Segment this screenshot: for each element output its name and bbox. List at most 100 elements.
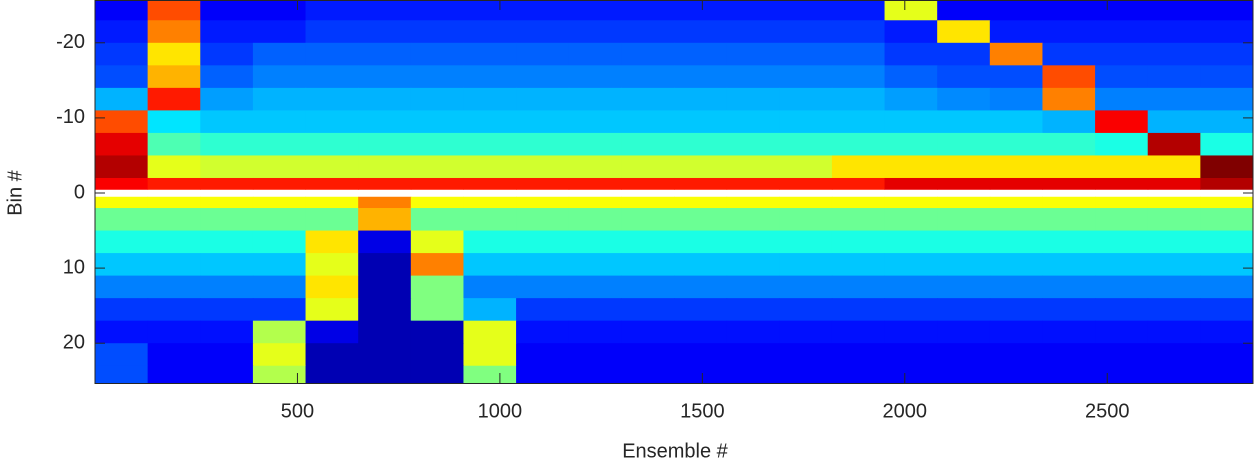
heatmap-cell [831,0,886,21]
heatmap-cell [1095,275,1149,299]
heatmap-cell [621,177,675,190]
heatmap-cell [463,230,517,254]
heatmap-cell [937,177,991,190]
heatmap-cell [779,42,833,66]
heatmap-cell [937,110,991,134]
heatmap-cell [516,65,570,89]
heatmap-cell [410,87,464,111]
x-tick-label: 1500 [680,400,725,422]
heatmap-cell [305,365,359,384]
heatmap-cell [726,177,780,190]
heatmap-cell [252,196,307,209]
heatmap-cell [726,230,780,254]
heatmap-cell [305,320,359,344]
heatmap-cell [1200,87,1254,111]
heatmap-cell [779,230,833,254]
heatmap-cell [463,42,517,66]
heatmap-cell [516,275,570,299]
heatmap-cell [989,208,1043,232]
heatmap-cell [726,155,780,179]
heatmap-cell [305,42,359,66]
heatmap-cell [621,65,675,89]
heatmap-cell [252,275,307,299]
heatmap-cell [884,110,938,134]
heatmap-cell [410,155,464,179]
heatmap-cell [989,196,1043,209]
heatmap-cell [463,253,517,277]
heatmap-cell [147,87,201,111]
heatmap-cell [147,365,201,384]
heatmap-cell [621,208,675,232]
heatmap-cell [147,155,201,179]
heatmap-cell [779,0,833,21]
y-tick-label: 20 [63,331,85,353]
heatmap-cell [831,177,886,190]
heatmap-cell [726,87,780,111]
heatmap-cell [1042,365,1096,384]
heatmap-cell [463,155,517,179]
heatmap-cell [358,87,412,111]
heatmap-cell [568,0,622,21]
heatmap-cell [1095,320,1149,344]
heatmap-cell [674,0,728,21]
heatmap-cell [831,320,886,344]
heatmap-cell [305,196,359,209]
heatmap-cell [884,230,938,254]
heatmap-cell [1095,177,1149,190]
heatmap-cell [1095,343,1149,367]
heatmap-cell [621,343,675,367]
heatmap-cell [884,177,938,190]
heatmap-cell [568,298,622,322]
heatmap-cell [410,320,464,344]
heatmap-cell [831,196,886,209]
heatmap-cell [305,298,359,322]
heatmap-cell [1147,65,1201,89]
x-tick-label: 2500 [1085,400,1130,422]
y-tick-label: -10 [56,106,85,128]
heatmap-cell [410,42,464,66]
heatmap-cell [305,0,359,21]
axes: 500 1000 1500 2000 2500 -20 -10 0 10 20 [56,0,1254,422]
heatmap-cell [831,155,886,179]
heatmap-cell [358,196,412,209]
heatmap-cell [252,65,307,89]
heatmap-cell [1147,208,1201,232]
heatmap-cell [410,298,464,322]
heatmap-cell [95,177,149,190]
heatmap-cell [568,110,622,134]
heatmap-cell [95,196,149,209]
heatmap-cell [147,343,201,367]
heatmap-cell [621,42,675,66]
heatmap-cell [463,298,517,322]
heatmap-cell [1200,343,1254,367]
heatmap-cell [147,275,201,299]
heatmap-cell [1042,177,1096,190]
heatmap-cell [779,196,833,209]
heatmap-cell [831,208,886,232]
heatmap-cell [621,155,675,179]
x-axis-label: Ensemble # [622,440,728,462]
heatmap-cell [95,155,149,179]
heatmap-cell [779,275,833,299]
heatmap-cell [358,230,412,254]
heatmap-cell [568,87,622,111]
heatmap-cell [305,343,359,367]
heatmap-cell [568,365,622,384]
heatmap-cell [95,275,149,299]
heatmap-cell [147,196,201,209]
heatmap-cell [410,365,464,384]
heatmap-cell [674,177,728,190]
heatmap-cell [1147,20,1201,44]
heatmap-cell [305,177,359,190]
heatmap-cell [1200,365,1254,384]
heatmap-cell [463,275,517,299]
heatmap-cell [305,155,359,179]
heatmap-cell [1200,230,1254,254]
heatmap-cell [1147,365,1201,384]
heatmap-cell [1200,253,1254,277]
heatmap-cell [1147,275,1201,299]
heatmap [95,0,1254,384]
heatmap-cell [937,343,991,367]
heatmap-cell [410,196,464,209]
heatmap-cell [674,20,728,44]
